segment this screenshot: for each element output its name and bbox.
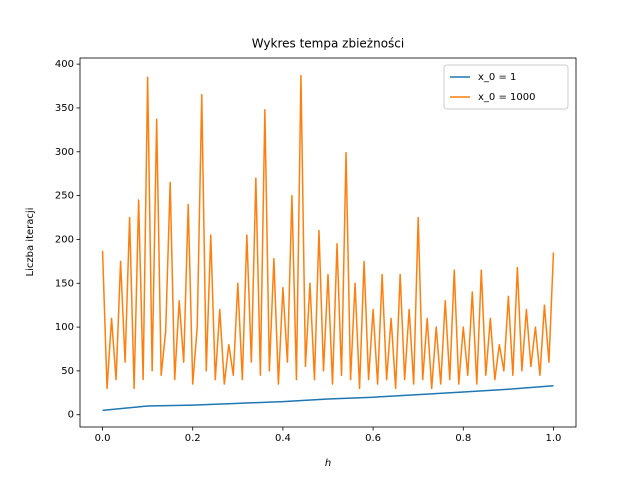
- legend-label: x_0 = 1000: [478, 92, 535, 103]
- x-tick-label: 0.0: [95, 433, 111, 444]
- x-tick-label: 0.2: [185, 433, 201, 444]
- y-tick-label: 400: [55, 59, 74, 70]
- y-tick-label: 300: [55, 147, 74, 158]
- y-tick-label: 50: [61, 366, 74, 377]
- chart-title: Wykres tempa zbieżności: [252, 37, 404, 51]
- y-axis-label: Liczba iteracji: [25, 208, 36, 277]
- y-tick-label: 350: [55, 103, 74, 114]
- y-tick-label: 200: [55, 234, 74, 245]
- y-tick-label: 250: [55, 191, 74, 202]
- x-tick-label: 1.0: [546, 433, 562, 444]
- y-tick-label: 150: [55, 278, 74, 289]
- axes-frame: [79, 57, 577, 428]
- x-tick-label: 0.4: [275, 433, 291, 444]
- legend-box: [443, 64, 569, 110]
- y-tick-label: 0: [68, 410, 74, 421]
- data-line: [101, 74, 555, 390]
- legend-label: x_0 = 1: [478, 72, 516, 83]
- data-line: [102, 385, 554, 412]
- x-axis-label: h: [325, 458, 331, 469]
- y-tick-label: 100: [55, 322, 74, 333]
- x-tick-label: 0.6: [365, 433, 381, 444]
- x-tick-label: 0.8: [455, 433, 471, 444]
